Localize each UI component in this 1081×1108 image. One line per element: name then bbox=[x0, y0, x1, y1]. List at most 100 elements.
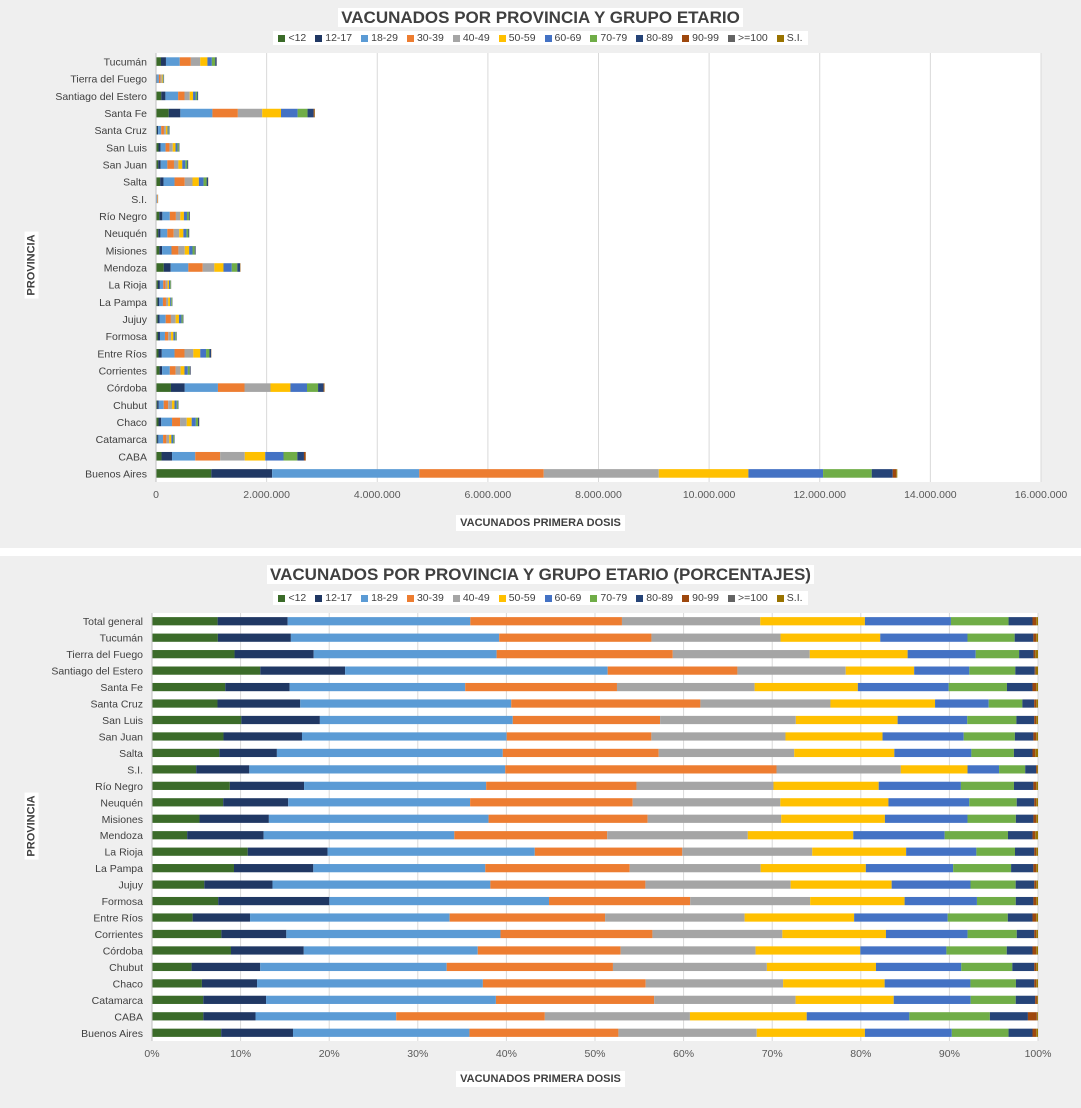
bar-segment bbox=[200, 57, 208, 66]
bar-segment bbox=[212, 108, 238, 118]
bar-segment bbox=[1033, 864, 1037, 873]
bar-segment bbox=[976, 847, 1015, 856]
bar-segment bbox=[189, 246, 193, 255]
bar-segment bbox=[172, 400, 175, 410]
legend-swatch bbox=[315, 594, 323, 602]
bar-segment bbox=[747, 831, 854, 840]
bar-segment bbox=[159, 297, 163, 307]
bar-segment bbox=[896, 469, 898, 478]
bar-segment bbox=[1034, 666, 1036, 675]
bar-segment bbox=[230, 946, 304, 955]
y-tick-label: CABA bbox=[114, 1011, 143, 1023]
bar-segment bbox=[621, 617, 761, 626]
legend-absolute: <12 12-17 18-29 30-39 40-49 50-59 60-69 70-79 80… bbox=[0, 31, 1081, 45]
bar-segment bbox=[307, 383, 319, 392]
bar-segment bbox=[221, 1028, 293, 1037]
bar-segment bbox=[689, 1012, 807, 1021]
bar-segment bbox=[1032, 831, 1036, 840]
bar-segment bbox=[179, 57, 191, 66]
bar-segment bbox=[1037, 765, 1038, 774]
percent-legend-item: 18-29 bbox=[361, 592, 398, 604]
y-tick-label: S.I. bbox=[131, 194, 147, 206]
percent-legend-item: 30-39 bbox=[406, 592, 444, 604]
bar-segment bbox=[907, 650, 976, 659]
bar-segment bbox=[319, 715, 513, 725]
bar-segment bbox=[170, 263, 189, 272]
bar-segment bbox=[892, 469, 897, 478]
percent-legend-item: 60-69 bbox=[544, 592, 582, 604]
bar-segment bbox=[854, 913, 948, 922]
legend-label: 60-69 bbox=[554, 592, 582, 604]
bar-segment bbox=[300, 699, 512, 708]
bar-segment bbox=[419, 469, 544, 478]
bar-segment bbox=[961, 962, 1013, 972]
bar-segment bbox=[165, 57, 180, 66]
y-tick-label: S.I. bbox=[127, 764, 143, 776]
bar-segment bbox=[658, 748, 795, 758]
bar-segment bbox=[549, 896, 691, 906]
y-tick-label: Tucumán bbox=[104, 57, 148, 69]
bar-segment bbox=[853, 831, 945, 840]
bar-segment bbox=[223, 732, 302, 741]
bar-segment bbox=[169, 143, 173, 152]
bar-segment bbox=[160, 57, 166, 66]
bar-segment bbox=[953, 864, 1012, 873]
bar-segment bbox=[180, 108, 213, 118]
bar-segment bbox=[165, 280, 168, 289]
bar-segment bbox=[167, 160, 174, 169]
absolute-legend-item: 40-49 bbox=[452, 32, 490, 44]
bar-segment bbox=[165, 125, 168, 135]
bar-segment bbox=[184, 177, 193, 186]
bar-segment bbox=[1015, 880, 1035, 889]
bar-segment bbox=[182, 314, 184, 324]
bar-segment bbox=[970, 979, 1016, 988]
bar-segment bbox=[200, 349, 207, 358]
absolute-legend-item: <12 bbox=[278, 32, 306, 44]
bar-segment bbox=[1036, 847, 1038, 856]
bar-segment bbox=[806, 1012, 910, 1021]
bar-segment bbox=[160, 177, 164, 186]
bar-segment bbox=[1013, 748, 1033, 758]
bar-segment bbox=[485, 864, 630, 873]
legend-swatch bbox=[636, 594, 644, 602]
x-tick-label: 0 bbox=[153, 489, 159, 501]
legend-swatch bbox=[590, 594, 598, 602]
y-tick-label: La Pampa bbox=[95, 863, 143, 875]
bar-segment bbox=[1033, 633, 1037, 642]
bar-segment bbox=[170, 314, 176, 324]
bar-segment bbox=[1034, 962, 1037, 972]
bar-segment bbox=[203, 1012, 256, 1021]
legend-label: 70-79 bbox=[600, 592, 628, 604]
bar-segment bbox=[766, 962, 876, 972]
bar-segment bbox=[534, 847, 683, 856]
bar-segment bbox=[1034, 798, 1037, 807]
y-tick-label: Santiago del Estero bbox=[51, 666, 143, 678]
bar-segment bbox=[1036, 814, 1038, 823]
bar-segment bbox=[1015, 666, 1035, 675]
bar-segment bbox=[1025, 765, 1037, 774]
bar-segment bbox=[880, 633, 968, 642]
bar-segment bbox=[168, 297, 171, 307]
bar-segment bbox=[327, 847, 535, 856]
bar-segment bbox=[182, 160, 186, 169]
bar-segment bbox=[1014, 633, 1034, 642]
y-tick-label: Córdoba bbox=[107, 383, 147, 395]
bar-segment bbox=[690, 896, 811, 906]
bar-segment bbox=[809, 650, 908, 659]
bar-segment bbox=[652, 929, 783, 939]
bar-segment bbox=[152, 831, 188, 840]
bar-segment bbox=[169, 211, 176, 221]
bar-segment bbox=[178, 314, 182, 324]
bar-segment bbox=[969, 798, 1017, 807]
bar-segment bbox=[156, 143, 159, 152]
x-tick-label: 8.000.000 bbox=[575, 489, 622, 501]
bar-segment bbox=[156, 160, 159, 169]
bar-segment bbox=[162, 74, 164, 84]
bar-segment bbox=[950, 617, 1009, 626]
bar-segment bbox=[329, 896, 550, 906]
bar-segment bbox=[152, 798, 224, 807]
y-tick-label: Santa Cruz bbox=[94, 125, 147, 137]
legend-swatch bbox=[278, 594, 286, 602]
bar-segment bbox=[156, 417, 159, 427]
y-tick-label: Mendoza bbox=[100, 830, 143, 842]
